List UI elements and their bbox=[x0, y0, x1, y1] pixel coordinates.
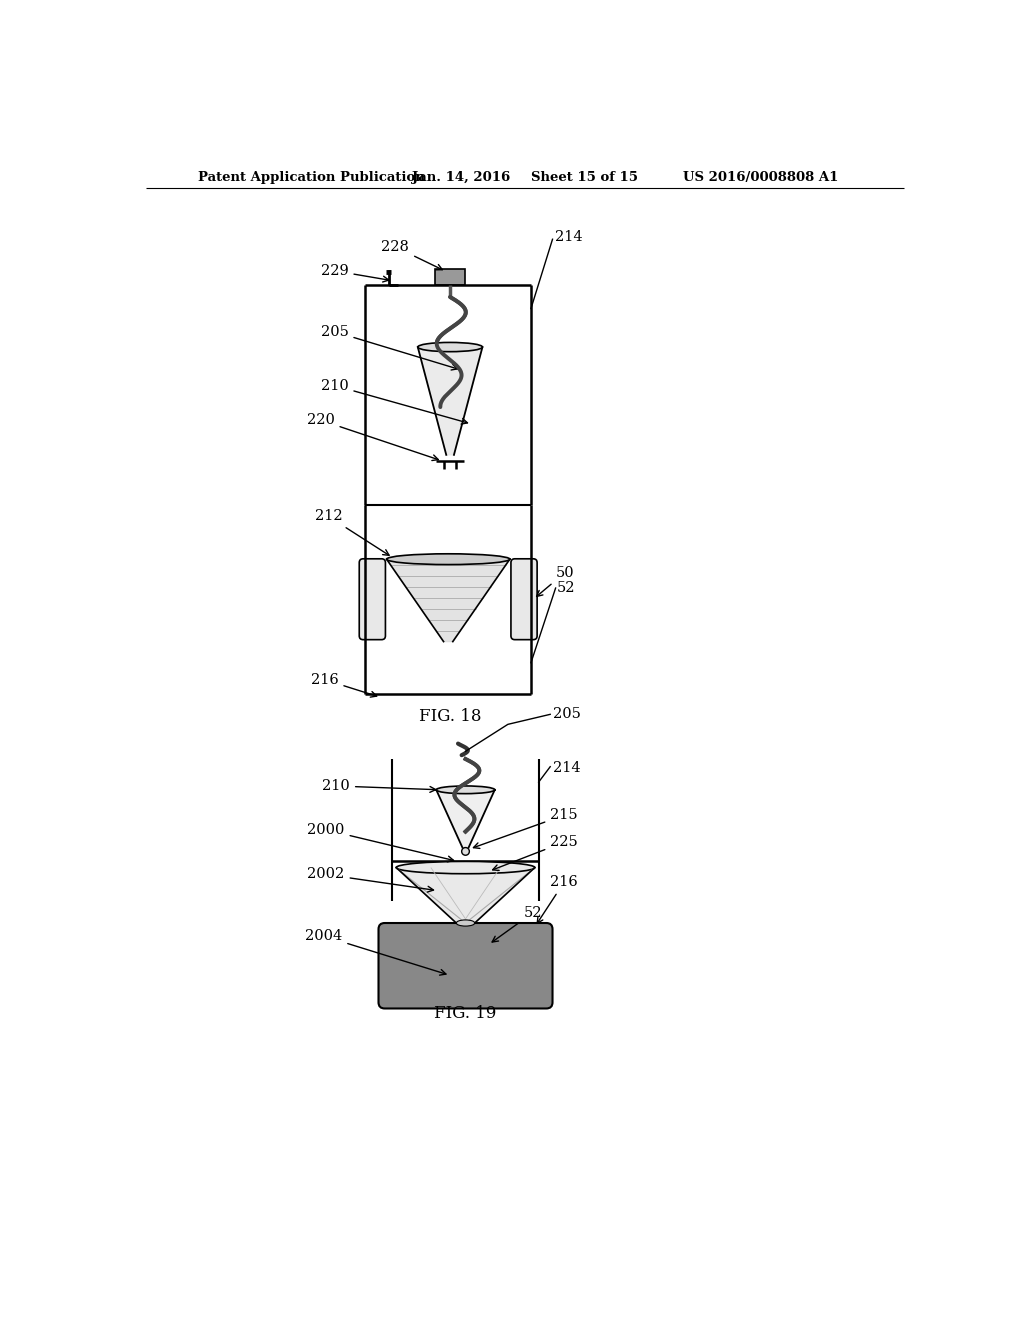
Text: FIG. 18: FIG. 18 bbox=[419, 708, 481, 725]
FancyBboxPatch shape bbox=[511, 558, 538, 640]
Text: 205: 205 bbox=[321, 325, 458, 370]
Text: 228: 228 bbox=[381, 240, 442, 269]
Text: 52: 52 bbox=[493, 906, 542, 942]
Ellipse shape bbox=[418, 342, 482, 351]
Bar bbox=[435, 268, 465, 285]
Ellipse shape bbox=[387, 554, 510, 565]
Text: 216: 216 bbox=[538, 875, 578, 923]
Text: US 2016/0008808 A1: US 2016/0008808 A1 bbox=[683, 172, 839, 185]
Circle shape bbox=[462, 847, 469, 855]
Text: 220: 220 bbox=[307, 413, 438, 461]
FancyBboxPatch shape bbox=[379, 923, 553, 1008]
Text: 212: 212 bbox=[314, 510, 389, 556]
Text: 2002: 2002 bbox=[307, 867, 433, 892]
Polygon shape bbox=[396, 867, 535, 923]
Text: 210: 210 bbox=[321, 379, 468, 424]
Text: 52: 52 bbox=[557, 581, 575, 595]
Ellipse shape bbox=[396, 862, 535, 874]
Text: 225: 225 bbox=[493, 836, 578, 870]
Text: 216: 216 bbox=[310, 673, 377, 697]
FancyBboxPatch shape bbox=[359, 558, 385, 640]
Polygon shape bbox=[418, 347, 482, 455]
Text: 214: 214 bbox=[555, 230, 583, 244]
Polygon shape bbox=[436, 789, 495, 847]
Text: 2000: 2000 bbox=[307, 822, 454, 862]
Text: Sheet 15 of 15: Sheet 15 of 15 bbox=[531, 172, 638, 185]
Text: 229: 229 bbox=[321, 264, 389, 282]
Text: FIG. 19: FIG. 19 bbox=[434, 1005, 497, 1022]
Text: Patent Application Publication: Patent Application Publication bbox=[199, 172, 425, 185]
Text: 210: 210 bbox=[323, 779, 436, 793]
Text: 2004: 2004 bbox=[305, 929, 446, 975]
Text: 205: 205 bbox=[553, 708, 581, 721]
Text: 215: 215 bbox=[473, 808, 578, 849]
Text: Jan. 14, 2016: Jan. 14, 2016 bbox=[412, 172, 510, 185]
Text: 214: 214 bbox=[553, 762, 581, 775]
Polygon shape bbox=[387, 560, 510, 642]
Ellipse shape bbox=[436, 785, 495, 793]
Ellipse shape bbox=[457, 920, 475, 927]
Text: 50: 50 bbox=[537, 566, 574, 597]
